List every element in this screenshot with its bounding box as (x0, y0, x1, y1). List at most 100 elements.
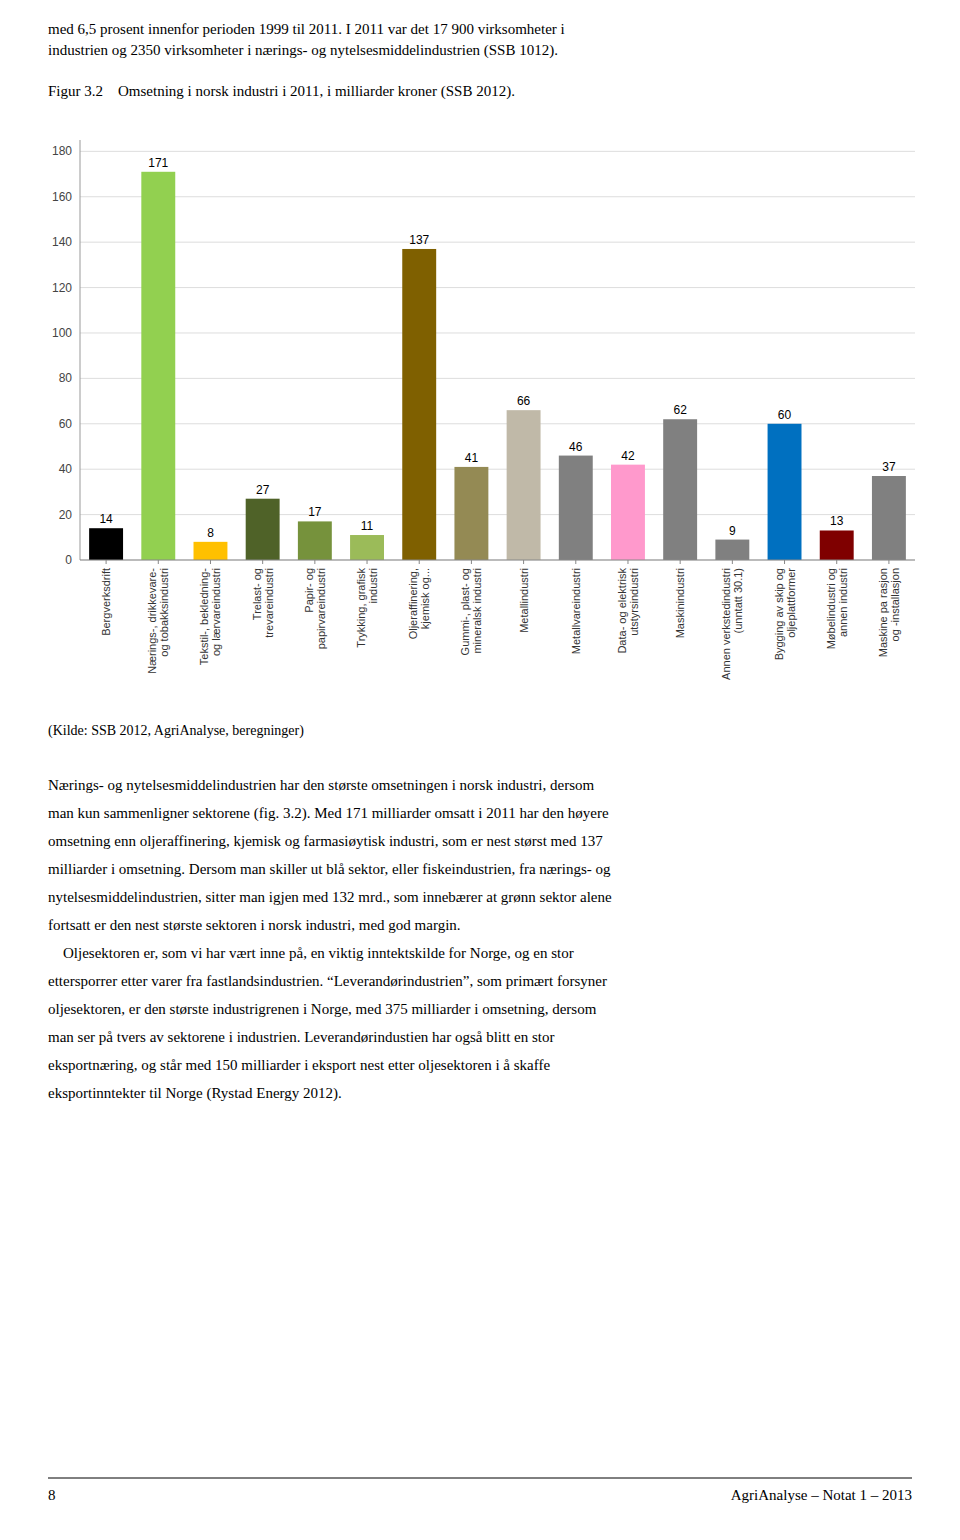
y-tick-label: 140 (52, 235, 72, 249)
data-label: 60 (778, 408, 792, 422)
bar (768, 424, 802, 560)
y-tick-label: 180 (52, 144, 72, 158)
y-tick-label: 120 (52, 281, 72, 295)
x-tick-label: Tekstil-, bekledning-og lærvareindustri (198, 568, 222, 666)
bar (820, 530, 854, 560)
chart-title: Figur 3.2 Omsetning i norsk industri i 2… (48, 83, 515, 100)
bar (89, 528, 123, 560)
data-label: 13 (830, 514, 844, 528)
bar (611, 465, 645, 560)
bar (507, 410, 541, 560)
y-tick-label: 160 (52, 190, 72, 204)
body-text: nytelsesmiddelindustrien, sitter man igj… (48, 889, 612, 905)
x-tick (210, 560, 211, 564)
bar (350, 535, 384, 560)
y-tick-label: 40 (59, 462, 73, 476)
data-label: 66 (517, 394, 531, 408)
data-label: 42 (621, 449, 635, 463)
text-above: industrien og 2350 virksomheter i næring… (48, 42, 558, 59)
x-tick-label: Bygging av skip ogoljeplattformer (773, 568, 797, 661)
page: med 6,5 prosent innenfor perioden 1999 t… (0, 0, 960, 1540)
grid-line (80, 196, 915, 197)
y-axis-line (80, 140, 81, 560)
x-tick-label: Maskinindustri (674, 568, 686, 638)
x-tick (419, 560, 420, 564)
body-text: oljesektoren, er den største industrigre… (48, 1001, 597, 1017)
data-label: 171 (148, 156, 168, 170)
x-tick (262, 560, 263, 564)
grid-line (80, 332, 915, 333)
x-tick (367, 560, 368, 564)
x-tick-label: Trykking, grafiskindustri (355, 568, 379, 648)
y-tick-label: 0 (65, 553, 72, 567)
body-text: Nærings- og nytelsesmiddelindustrien har… (48, 777, 595, 793)
bar (559, 456, 593, 560)
chart: 0204060801001201401601801417182717111374… (52, 140, 915, 680)
data-label: 41 (465, 451, 479, 465)
body-text: omsetning enn oljeraffinering, kjemisk o… (48, 833, 603, 849)
body-text: fortsatt er den nest største sektoren i … (48, 917, 461, 933)
x-tick-label: Nærings-, drikkevare-og tobakksindustri (146, 568, 170, 674)
footer-right: AgriAnalyse – Notat 1 – 2013 (731, 1487, 912, 1503)
data-label: 8 (207, 526, 214, 540)
x-tick (314, 560, 315, 564)
x-tick (888, 560, 889, 564)
data-label: 14 (99, 512, 113, 526)
x-tick (836, 560, 837, 564)
body-text: Oljesektoren er, som vi har vært inne på… (48, 945, 574, 961)
y-tick-label: 20 (59, 508, 73, 522)
bar (872, 476, 906, 560)
body-text: eksportnæring, og står med 150 milliarde… (48, 1057, 550, 1073)
bar (141, 172, 175, 560)
grid-line (80, 560, 915, 561)
x-tick-label: Metallvareindustri (570, 568, 582, 654)
bar (194, 542, 228, 560)
footer-left: 8 (48, 1487, 56, 1503)
x-tick-label: Maskine pa rasjonog -installasjon (877, 568, 901, 657)
x-tick (471, 560, 472, 564)
x-tick-label: Oljeraffinering,kjemisk og... (407, 568, 431, 639)
data-label: 137 (409, 233, 429, 247)
y-tick-label: 60 (59, 417, 73, 431)
x-tick (158, 560, 159, 564)
data-label: 9 (729, 524, 736, 538)
body-text: milliarder i omsetning. Dersom man skill… (48, 861, 611, 877)
bar (402, 249, 436, 560)
x-tick-label: Møbelindustri ogannen industri (825, 568, 849, 649)
x-tick (732, 560, 733, 564)
body-text: man kun sammenligner sektorene (fig. 3.2… (48, 805, 609, 822)
x-tick-label: Bergverksdrift (100, 568, 112, 636)
background (0, 0, 960, 1540)
x-tick-label: Papir- ogpapirvareindustri (303, 568, 327, 649)
bars (89, 172, 906, 560)
grid-line (80, 151, 915, 152)
bar (454, 467, 488, 560)
x-tick (627, 560, 628, 564)
grid-line (80, 242, 915, 243)
grid-line (80, 287, 915, 288)
x-tick (523, 560, 524, 564)
data-label: 27 (256, 483, 270, 497)
data-label: 17 (308, 505, 322, 519)
source-note: (Kilde: SSB 2012, AgriAnalyse, beregning… (48, 723, 304, 739)
x-tick-label: Data- og elektriskutstyrsindustri (616, 568, 640, 654)
bar (246, 499, 280, 560)
x-tick-label: Trelast- ogtrevareindustri (251, 568, 275, 638)
x-tick-label: Annen verkstedindustri(unntatt 30.1) (720, 568, 744, 680)
text-above: med 6,5 prosent innenfor perioden 1999 t… (48, 21, 565, 37)
data-label: 37 (882, 460, 896, 474)
x-tick (680, 560, 681, 564)
x-tick-label: Metallindustri (518, 568, 530, 633)
y-tick-label: 100 (52, 326, 72, 340)
x-tick (106, 560, 107, 564)
x-axis-line (80, 560, 915, 561)
body-text: eksportinntekter til Norge (Rystad Energ… (48, 1085, 342, 1102)
bar (298, 521, 332, 560)
bar (663, 419, 697, 560)
data-label: 46 (569, 440, 583, 454)
x-tick (784, 560, 785, 564)
body-text: ettersporrer etter varer fra fastlandsin… (48, 973, 607, 989)
data-label: 11 (361, 519, 374, 533)
bar (715, 540, 749, 560)
body-text: man ser på tvers av sektorene i industri… (48, 1029, 555, 1045)
